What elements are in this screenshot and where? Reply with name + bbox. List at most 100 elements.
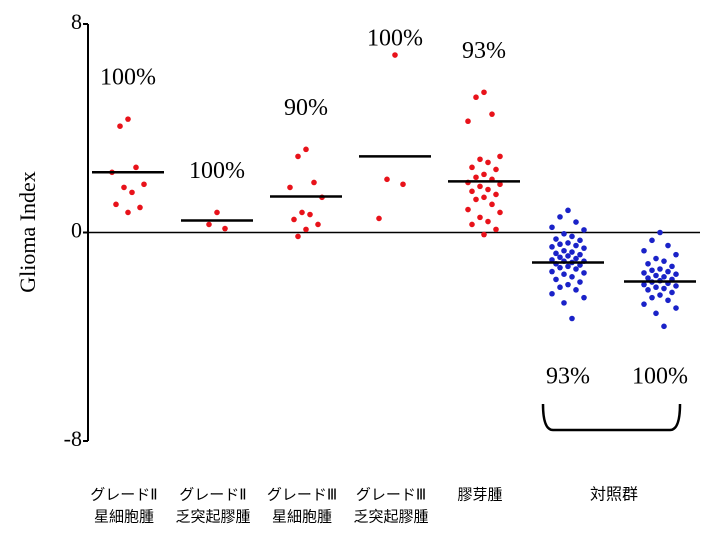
category-label: 星細胞腫 xyxy=(94,508,154,526)
data-point xyxy=(569,249,575,255)
data-point xyxy=(553,250,559,257)
data-point xyxy=(113,201,119,208)
category-label: グレードⅡ xyxy=(90,486,157,504)
data-point xyxy=(481,171,487,178)
category-label: グレードⅡ xyxy=(179,486,246,504)
data-point xyxy=(291,216,297,223)
data-point xyxy=(653,310,659,317)
data-point xyxy=(137,204,143,211)
data-point xyxy=(307,211,313,218)
data-point xyxy=(549,224,555,231)
data-point xyxy=(311,179,317,186)
data-point xyxy=(573,266,579,272)
data-point xyxy=(649,294,655,301)
data-point xyxy=(657,229,663,236)
data-point xyxy=(549,290,555,297)
data-point xyxy=(133,164,139,171)
category-label: 膠芽腫 xyxy=(457,486,502,504)
data-point xyxy=(557,284,563,291)
data-point xyxy=(473,196,479,203)
data-point xyxy=(557,254,563,261)
data-point xyxy=(489,201,495,208)
data-point xyxy=(392,52,398,58)
data-point xyxy=(645,287,651,293)
data-point xyxy=(557,264,563,271)
y-axis-label: Glioma Index xyxy=(15,171,40,293)
data-point xyxy=(561,231,567,237)
data-point xyxy=(469,221,475,228)
data-point xyxy=(125,116,131,122)
data-point xyxy=(549,244,555,250)
data-point xyxy=(665,242,671,249)
data-point xyxy=(565,207,571,214)
data-point xyxy=(493,191,499,198)
data-point xyxy=(121,184,127,191)
data-point xyxy=(549,268,555,275)
data-point xyxy=(669,289,675,296)
data-point xyxy=(673,271,679,278)
data-point xyxy=(641,301,647,307)
data-point xyxy=(573,219,579,225)
data-point xyxy=(657,266,663,272)
data-point xyxy=(661,323,667,330)
data-point xyxy=(569,274,575,280)
data-point xyxy=(641,270,647,276)
y-tick-label: 8 xyxy=(71,9,82,34)
data-point xyxy=(573,242,579,249)
data-point xyxy=(553,236,559,242)
data-point xyxy=(465,118,471,125)
data-point xyxy=(287,184,293,191)
data-point xyxy=(649,237,655,244)
data-point xyxy=(565,281,571,288)
data-point xyxy=(485,159,491,166)
data-point xyxy=(481,194,487,201)
data-point xyxy=(141,181,147,188)
data-point xyxy=(565,263,571,270)
data-point xyxy=(315,221,321,228)
data-point xyxy=(657,292,663,298)
data-point xyxy=(557,214,563,220)
data-point xyxy=(489,111,495,117)
data-point xyxy=(673,305,679,311)
data-point xyxy=(493,166,499,173)
y-tick-label: 0 xyxy=(71,218,82,243)
percent-label: 100% xyxy=(632,364,688,390)
data-point xyxy=(565,240,571,246)
data-point xyxy=(561,247,567,254)
data-point xyxy=(665,268,671,275)
category-label: グレードⅢ xyxy=(267,486,337,504)
data-point xyxy=(481,89,487,96)
data-point xyxy=(485,218,491,225)
data-point xyxy=(497,153,503,160)
data-point xyxy=(493,226,499,233)
data-point xyxy=(565,253,571,259)
data-point xyxy=(477,214,483,221)
data-point xyxy=(669,263,675,270)
data-point xyxy=(573,255,579,262)
data-point xyxy=(577,251,583,258)
percent-label: 100% xyxy=(189,158,245,184)
category-label: 星細胞腫 xyxy=(272,508,332,526)
data-point xyxy=(497,181,503,188)
percent-label: 90% xyxy=(284,95,328,121)
percent-label: 100% xyxy=(100,65,156,91)
data-point xyxy=(469,164,475,171)
data-point xyxy=(384,176,390,183)
data-point xyxy=(473,94,479,101)
data-point xyxy=(497,209,503,216)
percent-label: 100% xyxy=(367,26,423,52)
data-point xyxy=(569,233,575,240)
data-point xyxy=(581,227,587,233)
data-point xyxy=(661,285,667,292)
percent-label: 93% xyxy=(546,364,590,390)
data-point xyxy=(645,260,651,267)
data-point xyxy=(641,247,647,254)
data-point xyxy=(214,209,220,216)
data-point xyxy=(400,181,406,188)
data-point xyxy=(477,156,483,163)
data-point xyxy=(641,281,647,288)
data-point xyxy=(295,233,301,240)
data-point xyxy=(581,294,587,301)
category-label: 乏突起膠腫 xyxy=(353,508,428,526)
